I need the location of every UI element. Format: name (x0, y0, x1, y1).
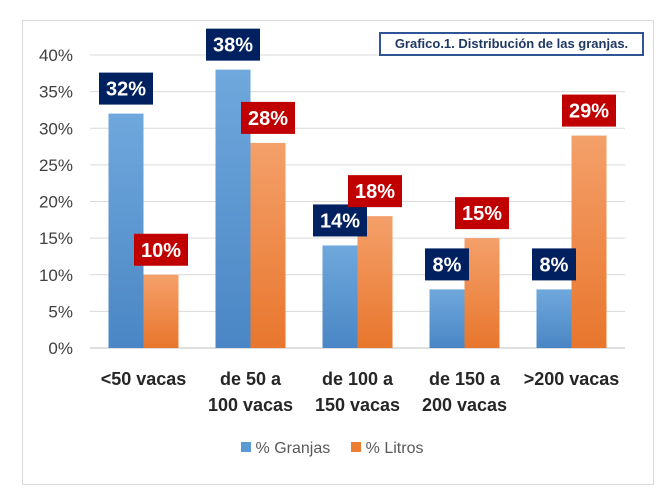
x-tick-label-line: de 100 a (321, 369, 394, 389)
bar-granjas (108, 113, 144, 348)
legend-swatch-granjas (240, 442, 251, 452)
x-tick-label-line: 200 vacas (421, 395, 508, 415)
data-label-box (99, 72, 153, 105)
y-tick-label: 20% (39, 193, 73, 212)
bar-litros (250, 142, 286, 348)
legend-label-litros: % Litros (365, 440, 424, 457)
chart-title: Grafico.1. Distribución de las granjas. (379, 32, 644, 56)
data-label-box (134, 233, 188, 266)
data-label: 38% (213, 35, 253, 57)
x-tick-label: <50 vacas (84, 366, 204, 392)
data-label-box (313, 204, 367, 237)
bar-granjas (322, 245, 358, 348)
y-tick-label: 30% (39, 119, 73, 138)
data-label: 15% (462, 203, 502, 225)
x-tick-label: de 50 a 100 vacas (191, 366, 311, 418)
bar-litros (357, 216, 393, 348)
data-label: 8% (540, 254, 569, 276)
x-tick-label: >200 vacas (512, 366, 632, 392)
data-label: 10% (141, 240, 181, 262)
x-tick-label-line: >200 vacas (523, 369, 620, 389)
bar-granjas (536, 289, 572, 348)
bar-litros (143, 274, 179, 348)
data-label: 14% (320, 210, 360, 232)
bar-litros (464, 238, 500, 348)
data-label-box (348, 175, 402, 208)
x-tick-label-line: de 150 a (428, 369, 501, 389)
legend-label-granjas: % Granjas (255, 440, 331, 457)
x-tick-label-line: de 50 a (219, 369, 282, 389)
x-tick-label: de 100 a 150 vacas (298, 366, 418, 418)
legend-item-granjas: % Granjas (240, 440, 331, 458)
x-tick-label-line: 100 vacas (207, 395, 294, 415)
data-label-box (241, 101, 295, 134)
bar-litros (571, 135, 607, 348)
data-label: 8% (433, 254, 462, 276)
data-label-box (532, 248, 576, 281)
y-tick-label: 5% (48, 302, 73, 321)
legend-swatch-litros (350, 442, 361, 452)
legend-item-litros: % Litros (350, 440, 424, 458)
data-label: 28% (248, 108, 288, 130)
data-label: 32% (106, 79, 146, 101)
y-tick-label: 0% (48, 339, 73, 358)
y-tick-label: 25% (39, 156, 73, 175)
x-tick-label-line: <50 vacas (100, 369, 187, 389)
y-tick-label: 15% (39, 229, 73, 248)
y-tick-label: 10% (39, 266, 73, 285)
data-label: 29% (569, 101, 609, 123)
x-tick-label: de 150 a 200 vacas (405, 366, 525, 418)
y-tick-label: 35% (39, 83, 73, 102)
data-label: 18% (355, 181, 395, 203)
x-tick-label-line: 150 vacas (314, 395, 401, 415)
data-label-box (562, 94, 616, 127)
data-label-box (455, 197, 509, 230)
data-label-box (425, 248, 469, 281)
legend: % Granjas % Litros (0, 440, 664, 458)
data-label-box (206, 28, 260, 61)
y-tick-label: 40% (39, 46, 73, 65)
bar-granjas (429, 289, 465, 348)
